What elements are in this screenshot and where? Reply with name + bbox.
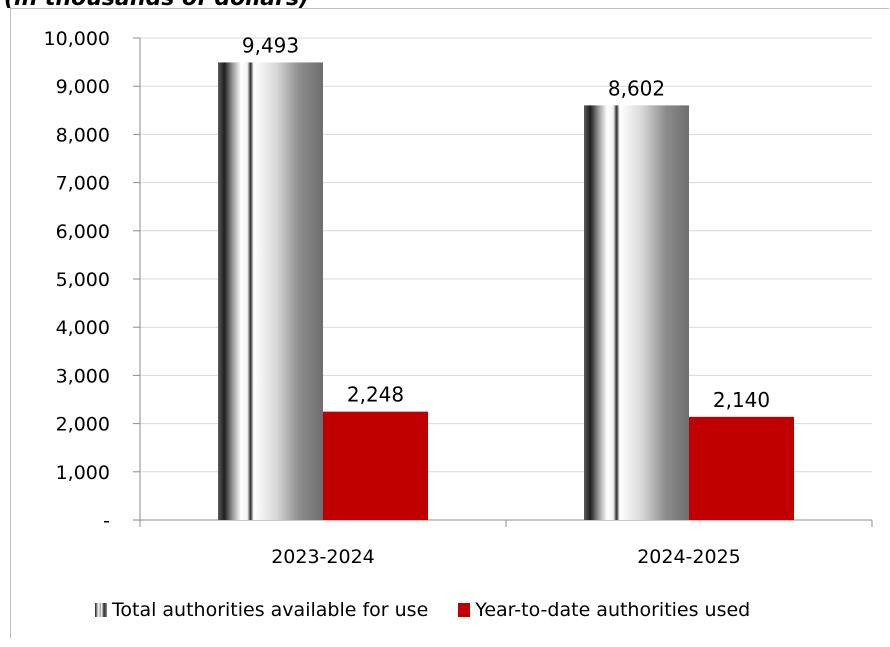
legend-swatch-used [458, 603, 471, 617]
legend: Total authorities available for use Year… [95, 596, 750, 624]
bar-year-to-date-used [323, 411, 428, 520]
bars [218, 62, 794, 520]
y-tick-label: 6,000 [56, 221, 110, 243]
legend-swatch-total [95, 603, 107, 617]
page-title: (in thousands of dollars) [4, 0, 309, 10]
y-tick-label: 5,000 [56, 269, 110, 291]
x-category-label: 2023-2024 [271, 546, 375, 568]
y-tick-label: 7,000 [56, 173, 110, 195]
bar-year-to-date-used [689, 416, 794, 520]
data-label: 8,602 [608, 76, 665, 100]
y-tick-label: 1,000 [56, 462, 110, 484]
data-label: 9,493 [242, 33, 299, 57]
data-label: 2,248 [347, 383, 404, 407]
data-label: 2,140 [713, 388, 770, 412]
y-tick-label: 3,000 [56, 365, 110, 387]
y-tick-label: 10,000 [44, 28, 110, 50]
labels: - 1,000 2,000 3,000 4,000 5,000 6,000 7,000 8,00… [44, 28, 771, 568]
y-tick-label: - [103, 510, 110, 532]
bar-total-authorities [218, 62, 323, 520]
y-tick-label: 2,000 [56, 414, 110, 436]
bar-total-authorities [584, 105, 689, 520]
legend-label-used: Year-to-date authorities used [475, 599, 751, 621]
legend-item-used: Year-to-date authorities used [458, 599, 750, 621]
legend-item-total: Total authorities available for use [95, 599, 428, 621]
legend-label-total: Total authorities available for use [112, 599, 429, 621]
x-category-label: 2024-2025 [637, 546, 741, 568]
y-tick-label: 9,000 [56, 76, 110, 98]
y-tick-label: 8,000 [56, 124, 110, 146]
y-tick-label: 4,000 [56, 317, 110, 339]
chart-frame [10, 8, 889, 638]
